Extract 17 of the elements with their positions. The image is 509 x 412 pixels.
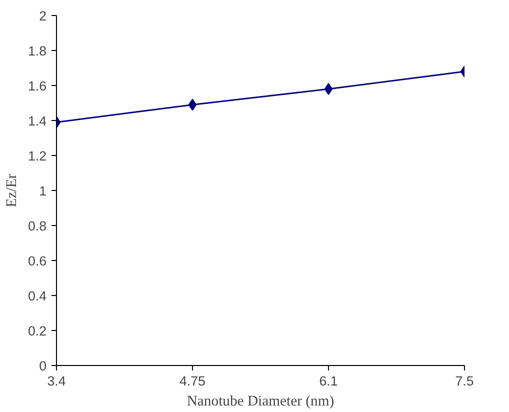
y-tick-label: 0.4: [28, 288, 48, 304]
y-tick-label: 1.4: [28, 114, 48, 128]
y-tick-label: 1: [39, 184, 47, 198]
x-tick-label: 7.5: [455, 374, 474, 388]
x-tick-label: 3.4: [47, 374, 66, 388]
y-tick-label: 0.2: [28, 324, 47, 338]
x-axis-title: Nanotube Diameter (nm): [186, 394, 334, 410]
y-tick-label: 1.6: [28, 78, 47, 94]
y-tick-label: 0.8: [28, 218, 47, 234]
y-tick-label: 0: [39, 358, 47, 374]
y-tick-label: 0.6: [28, 254, 47, 268]
y-tick-label: 1.8: [28, 44, 47, 58]
x-tick-label: 6.1: [319, 374, 338, 388]
x-tick-label: 4.75: [180, 374, 206, 388]
y-tick-label: 1.2: [28, 148, 47, 164]
y-tick-label: 2: [39, 8, 47, 24]
y-axis-title: Ez/Er: [4, 174, 20, 208]
